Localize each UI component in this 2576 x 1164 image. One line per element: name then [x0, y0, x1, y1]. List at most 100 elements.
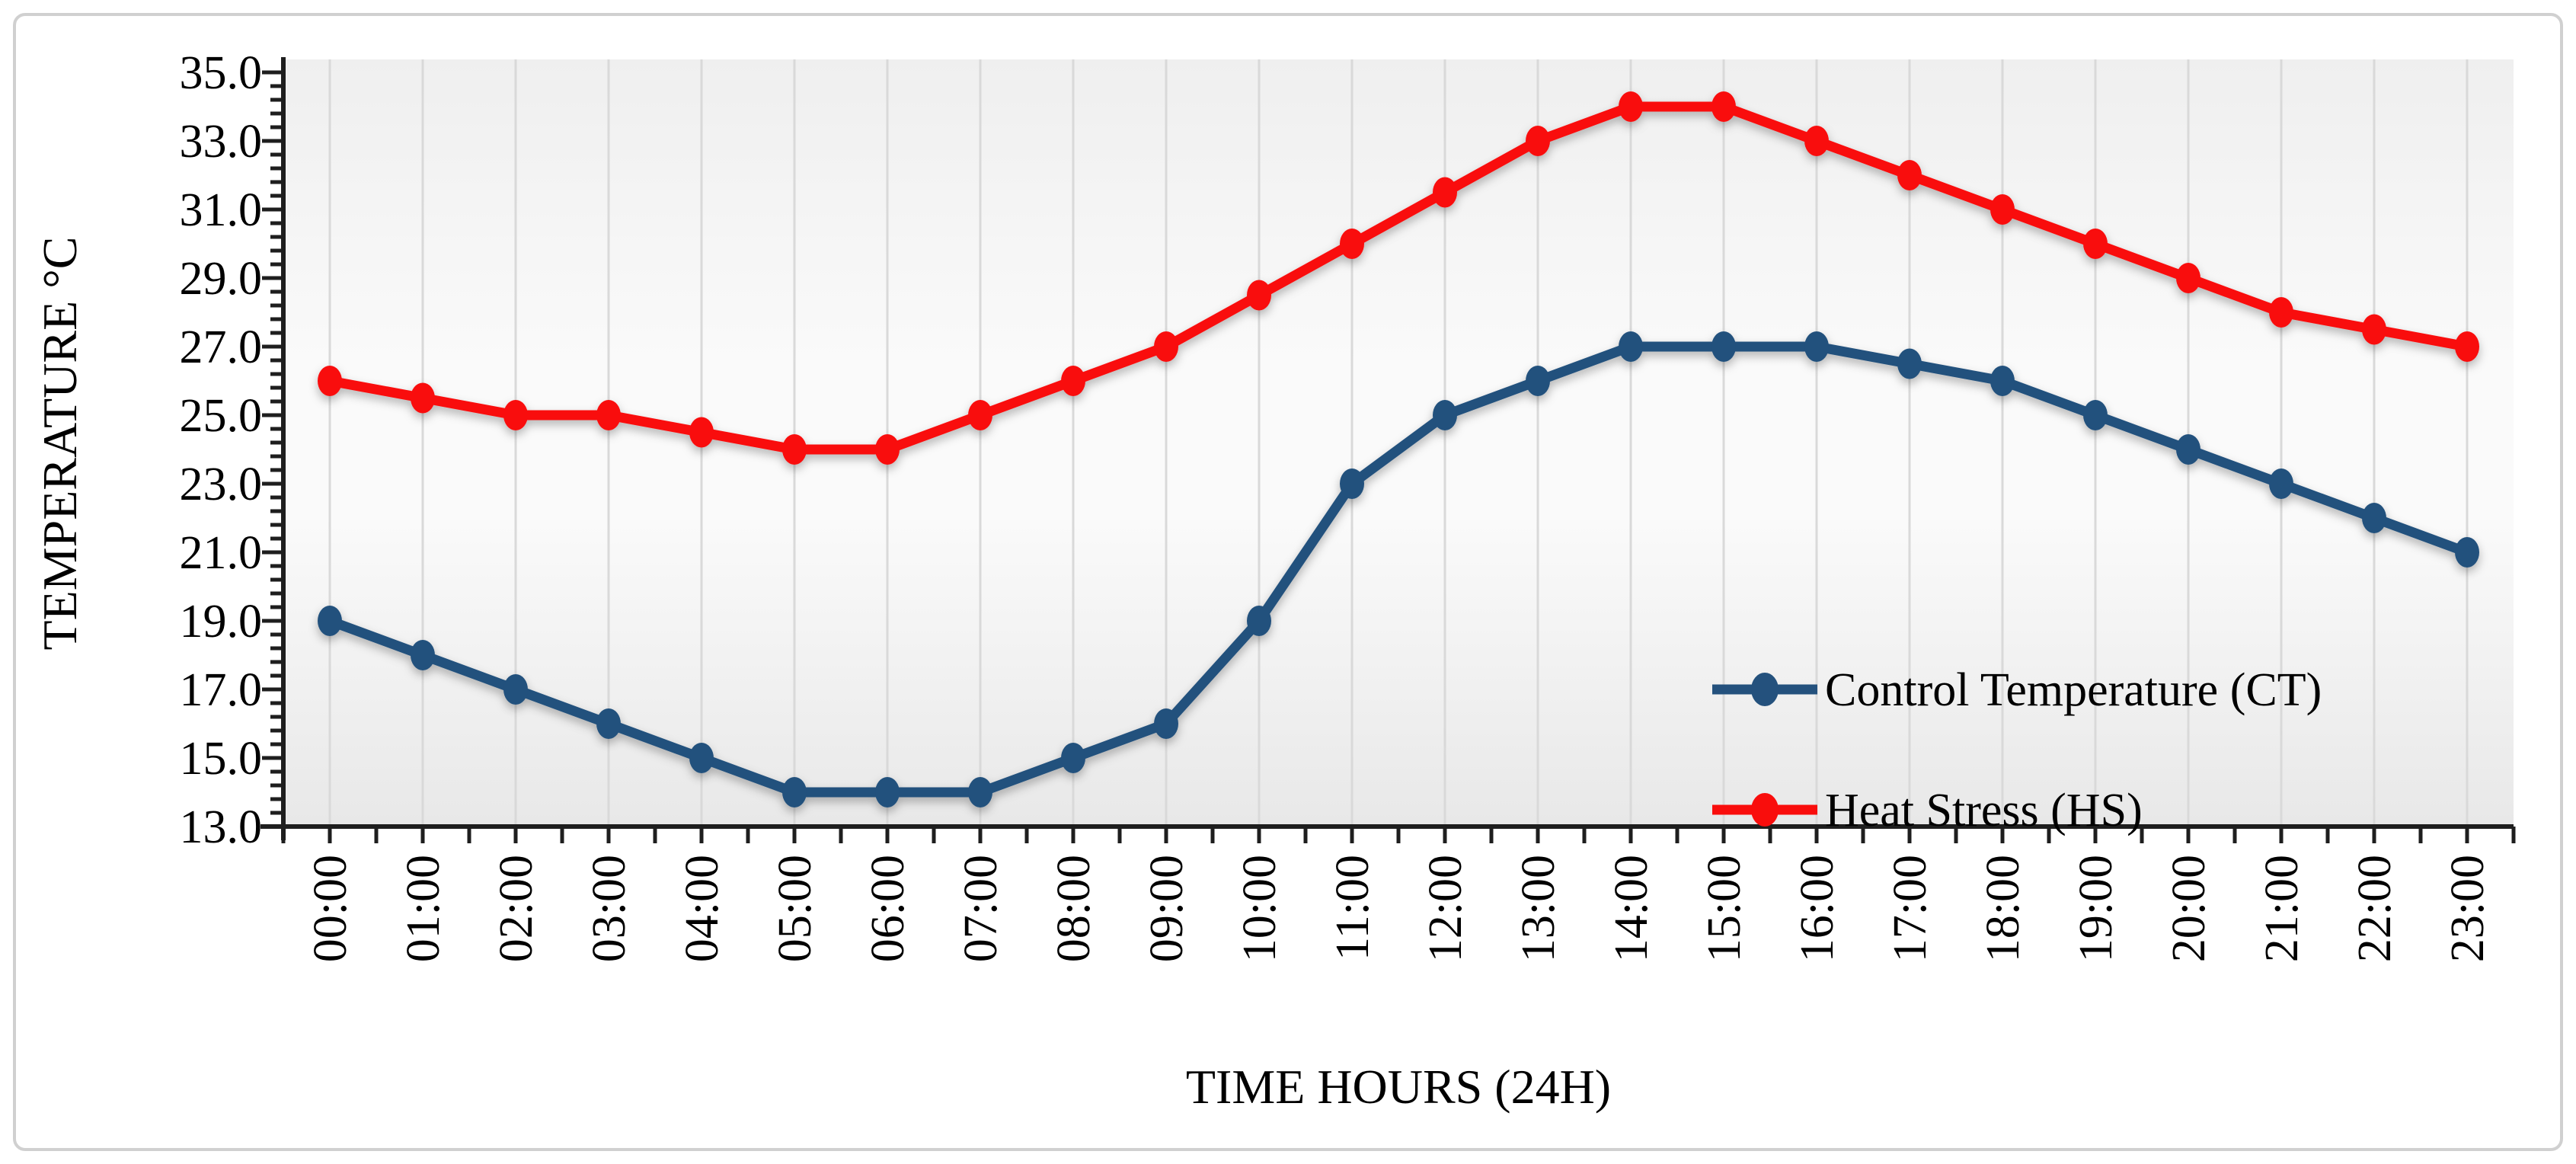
- data-point-marker: [1711, 331, 1736, 362]
- x-tick-label: 20:00: [2163, 855, 2215, 962]
- data-point-marker: [1526, 366, 1550, 396]
- data-point-marker: [1247, 280, 1271, 311]
- y-tick-label: 33.0: [180, 116, 263, 168]
- data-point-marker: [1061, 366, 1085, 396]
- data-point-marker: [1154, 708, 1178, 739]
- data-point-marker: [689, 417, 714, 448]
- series-line: [324, 101, 2472, 455]
- data-point-marker: [875, 777, 900, 807]
- x-tick-labels: 00:00 01:00 02:00 03:00 04:00 05:00 06:00 07:00…: [305, 855, 2494, 962]
- data-point-marker: [689, 743, 714, 773]
- x-tick-label: 16:00: [1791, 855, 1843, 962]
- x-tick-label: 13:00: [1513, 855, 1564, 962]
- y-tick-label: 21.0: [180, 527, 263, 579]
- data-point-marker: [318, 606, 342, 636]
- x-tick-label: 03:00: [583, 855, 635, 962]
- y-tick-label: 13.0: [180, 801, 263, 853]
- x-tick-label: 04:00: [676, 855, 728, 962]
- x-tick-marks: [281, 827, 2516, 843]
- data-point-marker: [1804, 126, 1829, 156]
- data-point-marker: [2269, 297, 2293, 328]
- data-point-marker: [596, 708, 621, 739]
- legend-label: Heat Stress (HS): [1825, 785, 2143, 836]
- x-tick-label: 08:00: [1048, 855, 1100, 962]
- x-tick-label: 18:00: [1977, 855, 2029, 962]
- y-tick-label: 17.0: [180, 664, 263, 716]
- data-point-marker: [1804, 331, 1829, 362]
- x-tick-label: 07:00: [955, 855, 1007, 962]
- data-point-marker: [2083, 400, 2108, 430]
- data-point-marker: [1526, 126, 1550, 156]
- data-point-marker: [2455, 537, 2479, 568]
- data-point-marker: [1433, 177, 1457, 208]
- x-axis-title: TIME HOURS (24H): [1186, 1060, 1611, 1114]
- data-point-marker: [782, 434, 807, 465]
- data-point-marker: [782, 777, 807, 807]
- legend-item-hs: Heat Stress (HS): [1712, 785, 2143, 836]
- y-tick-label: 31.0: [180, 184, 263, 236]
- data-point-marker: [318, 366, 342, 396]
- data-point-marker: [1897, 348, 1922, 379]
- data-point-marker: [1340, 229, 1364, 259]
- legend-marker: [1751, 793, 1779, 827]
- data-point-marker: [1340, 468, 1364, 499]
- x-tick-label: 22:00: [2349, 855, 2401, 962]
- x-tick-label: 10:00: [1234, 855, 1286, 962]
- y-tick-label: 19.0: [180, 596, 263, 648]
- plot-area-background: [283, 59, 2514, 827]
- y-tick-label: 25.0: [180, 390, 263, 442]
- x-tick-label: 17:00: [1884, 855, 1936, 962]
- x-tick-label: 21:00: [2256, 855, 2308, 962]
- y-tick-marks: [262, 70, 283, 829]
- x-tick-label: 12:00: [1420, 855, 1472, 962]
- data-point-marker: [2176, 263, 2200, 293]
- data-point-marker: [2455, 331, 2479, 362]
- data-point-marker: [1619, 331, 1643, 362]
- x-tick-label: 09:00: [1141, 855, 1193, 962]
- axes: [260, 57, 2514, 840]
- series-control-temperature: [318, 331, 2479, 807]
- y-axis-title: TEMPERATURE °C: [33, 237, 87, 651]
- data-point-marker: [1619, 91, 1643, 122]
- data-point-marker: [503, 400, 528, 430]
- y-tick-label: 27.0: [180, 321, 263, 373]
- legend-marker: [1751, 673, 1779, 706]
- series-line: [324, 341, 2472, 798]
- data-point-marker: [875, 434, 900, 465]
- y-tick-label: 15.0: [180, 733, 263, 785]
- data-point-marker: [503, 674, 528, 705]
- data-point-marker: [968, 400, 992, 430]
- y-tick-label: 35.0: [180, 47, 263, 99]
- x-tick-label: 23:00: [2442, 855, 2494, 962]
- data-point-marker: [1897, 160, 1922, 190]
- data-point-marker: [411, 382, 435, 414]
- x-tick-label: 19:00: [2070, 855, 2122, 962]
- series-heat-stress: [318, 91, 2479, 465]
- data-point-marker: [2269, 468, 2293, 499]
- x-tick-label: 01:00: [398, 855, 449, 962]
- legend-item-ct: Control Temperature (CT): [1712, 664, 2322, 716]
- x-tick-label: 15:00: [1699, 855, 1750, 962]
- data-point-marker: [1433, 400, 1457, 430]
- data-point-marker: [1247, 606, 1271, 636]
- x-tick-label: 14:00: [1606, 855, 1657, 962]
- data-point-marker: [1154, 331, 1178, 362]
- x-tick-label: 06:00: [862, 855, 914, 962]
- data-point-marker: [1711, 91, 1736, 122]
- data-point-marker: [2362, 314, 2386, 345]
- x-tick-label: 02:00: [491, 855, 542, 962]
- data-point-marker: [2362, 503, 2386, 533]
- data-point-marker: [1061, 743, 1085, 773]
- data-point-marker: [596, 400, 621, 430]
- data-point-marker: [968, 777, 992, 807]
- data-point-marker: [1990, 194, 2015, 225]
- x-tick-label: 00:00: [305, 855, 356, 962]
- y-tick-labels: 35.0 33.0 31.0 29.0 27.0 25.0 23.0 21.0 19.0 17.0…: [180, 47, 263, 853]
- data-point-marker: [2176, 434, 2200, 465]
- x-tick-label: 11:00: [1327, 855, 1379, 961]
- y-tick-label: 23.0: [180, 459, 263, 510]
- data-point-marker: [2083, 229, 2108, 259]
- legend-label: Control Temperature (CT): [1825, 664, 2322, 716]
